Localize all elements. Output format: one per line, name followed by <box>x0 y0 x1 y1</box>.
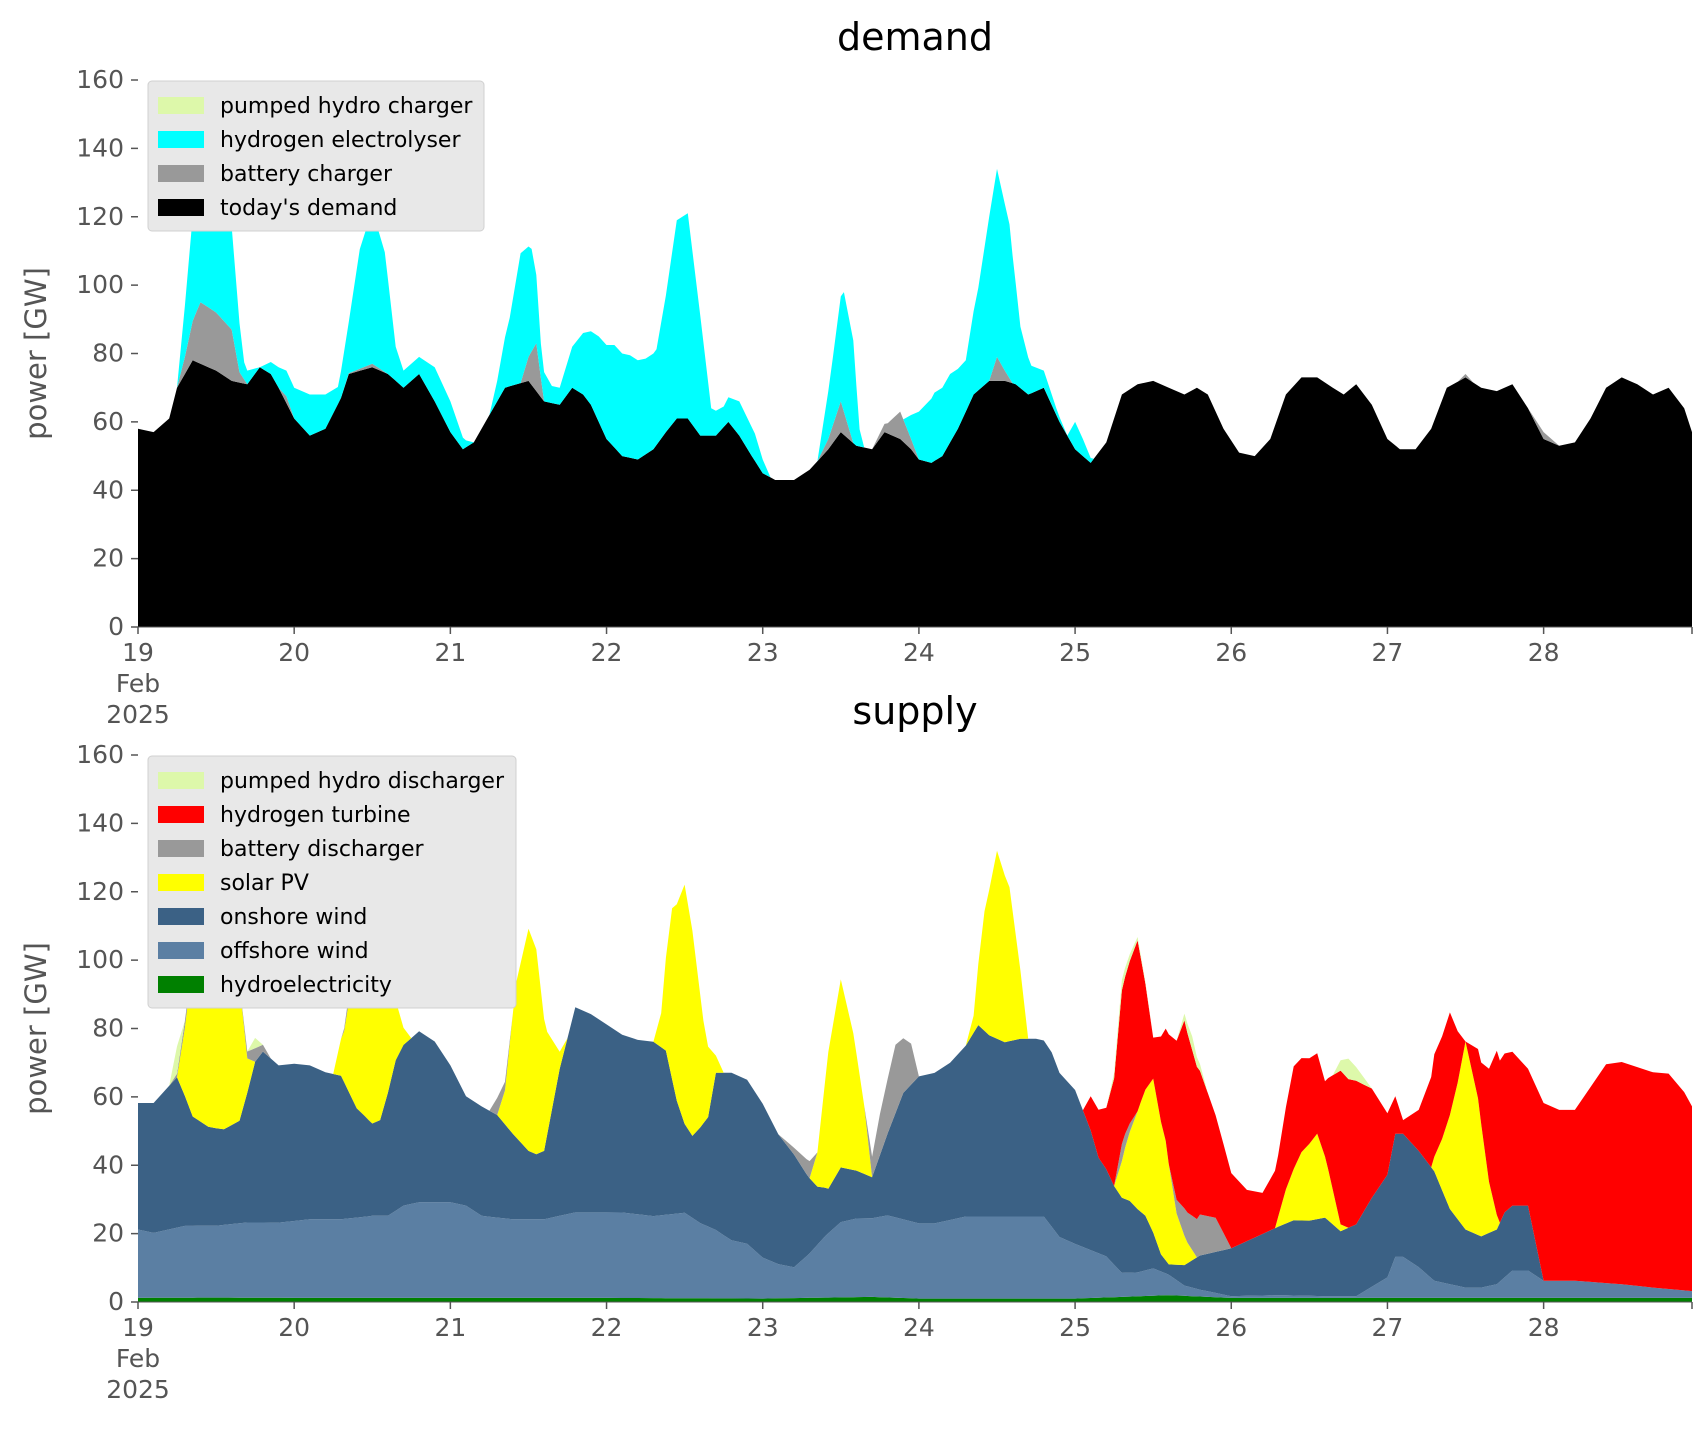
legend-swatch-hydrogen-electrolyser <box>158 131 204 148</box>
area-group-supply <box>138 793 1692 1302</box>
x-tick-label: 27 <box>1372 638 1404 667</box>
legend-swatch-pumped-hydro-charger <box>158 97 204 114</box>
legend-swatch-offshore-wind <box>158 942 204 959</box>
area-group-demand <box>138 119 1692 627</box>
legend-box <box>147 80 485 232</box>
legend-label-battery-discharger: battery discharger <box>220 837 425 862</box>
y-tick-label: 20 <box>92 544 124 573</box>
legend-label-hydroelectricity: hydroelectricity <box>220 973 392 998</box>
x-tick-label: 23 <box>747 1313 779 1342</box>
legend-label-pumped-hydro-charger: pumped hydro charger <box>220 94 473 119</box>
x-tick-label: 25 <box>1059 638 1091 667</box>
x-tick-label: 2025 <box>106 1375 170 1404</box>
x-tick-label: 28 <box>1528 638 1560 667</box>
legend-box <box>147 755 517 1009</box>
area-solar-pv <box>138 793 1692 1292</box>
x-tick-label: 20 <box>278 1313 310 1342</box>
x-tick-label: 23 <box>747 638 779 667</box>
y-tick-label: 40 <box>92 475 124 504</box>
y-tick-label: 60 <box>92 1082 124 1111</box>
chart-title: demand <box>837 15 993 59</box>
y-tick-label: 0 <box>108 612 124 641</box>
legend-label-hydrogen-turbine: hydrogen turbine <box>220 803 411 828</box>
x-tick-label: 20 <box>278 638 310 667</box>
x-tick-label: 21 <box>434 638 466 667</box>
x-tick-label: 21 <box>434 1313 466 1342</box>
y-axis-label: power [GW] <box>19 942 53 1115</box>
y-tick-label: 160 <box>76 65 124 94</box>
area-today-s-demand <box>138 360 1692 627</box>
legend-swatch-battery-discharger <box>158 840 204 857</box>
x-tick-label: 22 <box>591 638 623 667</box>
y-tick-label: 140 <box>76 808 124 837</box>
x-tick-label: 24 <box>903 638 935 667</box>
area-hydroelectricity <box>138 1295 1692 1302</box>
x-tick-label: Feb <box>116 669 160 698</box>
x-tick-label: 24 <box>903 1313 935 1342</box>
legend-swatch-battery-charger <box>158 165 204 182</box>
x-tick-label: 27 <box>1372 1313 1404 1342</box>
x-tick-label: 28 <box>1528 1313 1560 1342</box>
chart-supply: supply power [GW] 0 20 40 60 80 100 120 140 160 19F… <box>19 689 1693 1404</box>
y-tick-label: 160 <box>76 740 124 769</box>
x-tick-label: 19 <box>122 638 154 667</box>
legend-swatch-onshore-wind <box>158 908 204 925</box>
y-axis-label: power [GW] <box>19 267 53 440</box>
legend-swatch-solar-pv <box>158 874 204 891</box>
legend-label-pumped-hydro-discharger: pumped hydro discharger <box>220 769 505 794</box>
area-offshore-wind <box>138 1202 1692 1299</box>
y-tick-label: 60 <box>92 407 124 436</box>
legend-swatch-today-s-demand <box>158 199 204 216</box>
x-tick-label: 19 <box>122 1313 154 1342</box>
y-tick-label: 40 <box>92 1150 124 1179</box>
y-tick-label: 120 <box>76 202 124 231</box>
legend-label-onshore-wind: onshore wind <box>220 905 367 930</box>
chart-title: supply <box>852 689 977 733</box>
legend-supply: pumped hydro discharger hydrogen turbine b… <box>147 755 517 1009</box>
legend-label-solar-pv: solar PV <box>220 871 309 896</box>
legend-label-battery-charger: battery charger <box>220 162 393 187</box>
area-onshore-wind <box>138 1007 1692 1297</box>
chart-demand: demand power [GW] 0 20 40 60 80 100 120 140 160 19F… <box>19 15 1693 729</box>
x-tick-label: 25 <box>1059 1313 1091 1342</box>
y-tick-label: 80 <box>92 339 124 368</box>
legend-swatch-hydrogen-turbine <box>158 806 204 823</box>
x-tick-label: 2025 <box>106 700 170 729</box>
y-tick-label: 120 <box>76 877 124 906</box>
legend-label-today-s-demand: today's demand <box>220 196 397 221</box>
y-tick-label: 140 <box>76 133 124 162</box>
y-tick-label: 0 <box>108 1287 124 1316</box>
area-hydrogen-turbine <box>138 793 1692 1292</box>
y-tick-label: 80 <box>92 1014 124 1043</box>
legend-label-offshore-wind: offshore wind <box>220 939 369 964</box>
x-tick-label: 26 <box>1215 638 1247 667</box>
y-tick-label: 100 <box>76 270 124 299</box>
legend-demand: pumped hydro charger hydrogen electrolyse… <box>147 80 485 232</box>
legend-swatch-pumped-hydro-discharger <box>158 772 204 789</box>
x-tick-label: 22 <box>591 1313 623 1342</box>
legend-label-hydrogen-electrolyser: hydrogen electrolyser <box>220 128 461 153</box>
x-tick-label: Feb <box>116 1344 160 1373</box>
legend-swatch-hydroelectricity <box>158 976 204 993</box>
x-tick-label: 26 <box>1215 1313 1247 1342</box>
y-tick-label: 100 <box>76 945 124 974</box>
y-tick-label: 20 <box>92 1219 124 1248</box>
